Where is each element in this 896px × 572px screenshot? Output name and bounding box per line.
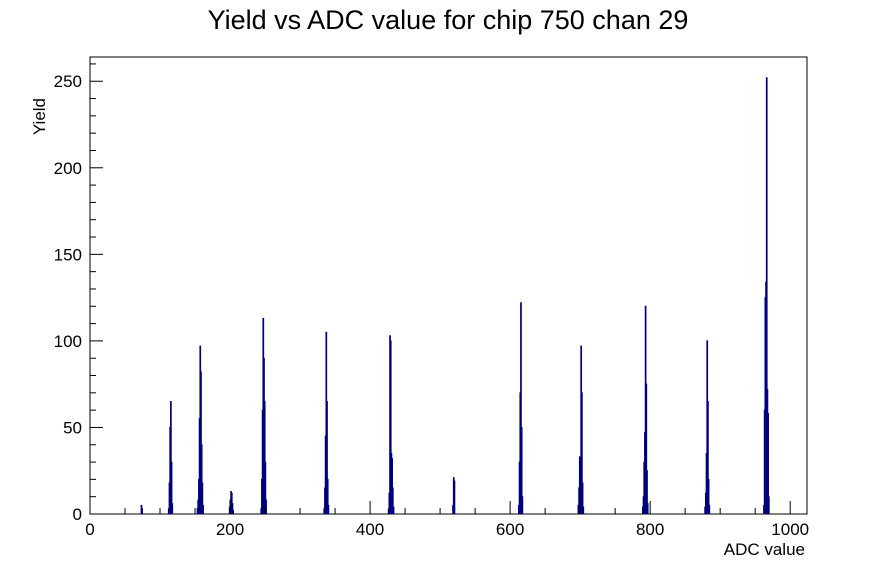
- y-axis-label: Yield: [30, 98, 49, 135]
- histogram-bin: [581, 482, 584, 514]
- y-tick-label: 100: [54, 332, 82, 351]
- histogram-bin: [521, 496, 524, 514]
- x-tick-label: 0: [85, 520, 94, 539]
- histogram-bin: [581, 392, 583, 514]
- histogram-bin: [327, 504, 330, 514]
- plot-frame: [89, 56, 808, 515]
- histogram-bin: [263, 400, 266, 514]
- histogram-bin: [264, 461, 267, 514]
- histogram-bin: [326, 478, 329, 514]
- histogram-bin: [200, 371, 202, 514]
- y-tick-label: 150: [54, 245, 82, 264]
- y-tick-label: 200: [54, 159, 82, 178]
- histogram-bin: [326, 400, 328, 514]
- histogram-bin: [170, 461, 173, 514]
- x-tick-label: 600: [496, 520, 524, 539]
- x-axis-ticks: 0 200 400 600 800 1000: [85, 501, 809, 539]
- histogram-bin: [171, 503, 174, 514]
- y-axis-ticks: 0 50 100 150 200 250: [54, 63, 103, 524]
- x-axis-label: ADC value: [724, 540, 805, 559]
- histogram-bin: [765, 77, 768, 514]
- histogram-bin: [582, 506, 585, 514]
- histogram-bin: [708, 504, 711, 514]
- x-tick-label: 800: [636, 520, 664, 539]
- histogram-bin: [389, 340, 392, 514]
- x-tick-label: 400: [356, 520, 384, 539]
- histogram-bin: [200, 444, 203, 514]
- histogram-bin: [520, 302, 522, 514]
- histogram-bin: [520, 426, 523, 514]
- y-tick-label: 0: [73, 505, 82, 524]
- histogram-bin: [453, 480, 456, 514]
- histogram-bin: [646, 503, 649, 514]
- histogram-bin: [707, 478, 710, 514]
- histogram-bin: [232, 510, 235, 514]
- histogram-bin: [646, 470, 648, 514]
- y-tick-label: 50: [63, 418, 82, 437]
- histogram-bin: [645, 383, 648, 514]
- x-tick-label: 1000: [771, 520, 809, 539]
- histogram-bin: [201, 482, 204, 514]
- histogram-bin: [391, 458, 393, 514]
- histogram-bin: [767, 413, 769, 514]
- x-tick-label: 200: [216, 520, 244, 539]
- chart-title: Yield vs ADC value for chip 750 chan 29: [208, 5, 689, 35]
- histogram-bin: [707, 400, 709, 514]
- histogram-bin: [141, 508, 144, 514]
- histogram-bin: [170, 400, 172, 514]
- histogram-bin: [265, 499, 267, 514]
- histogram-bin: [202, 504, 204, 514]
- histogram-bin: [392, 506, 395, 514]
- y-tick-label: 250: [54, 72, 82, 91]
- histogram-bin: [231, 503, 234, 514]
- histogram-bars: [140, 77, 770, 514]
- histogram-bin: [767, 496, 770, 514]
- histogram-bin: [391, 487, 394, 514]
